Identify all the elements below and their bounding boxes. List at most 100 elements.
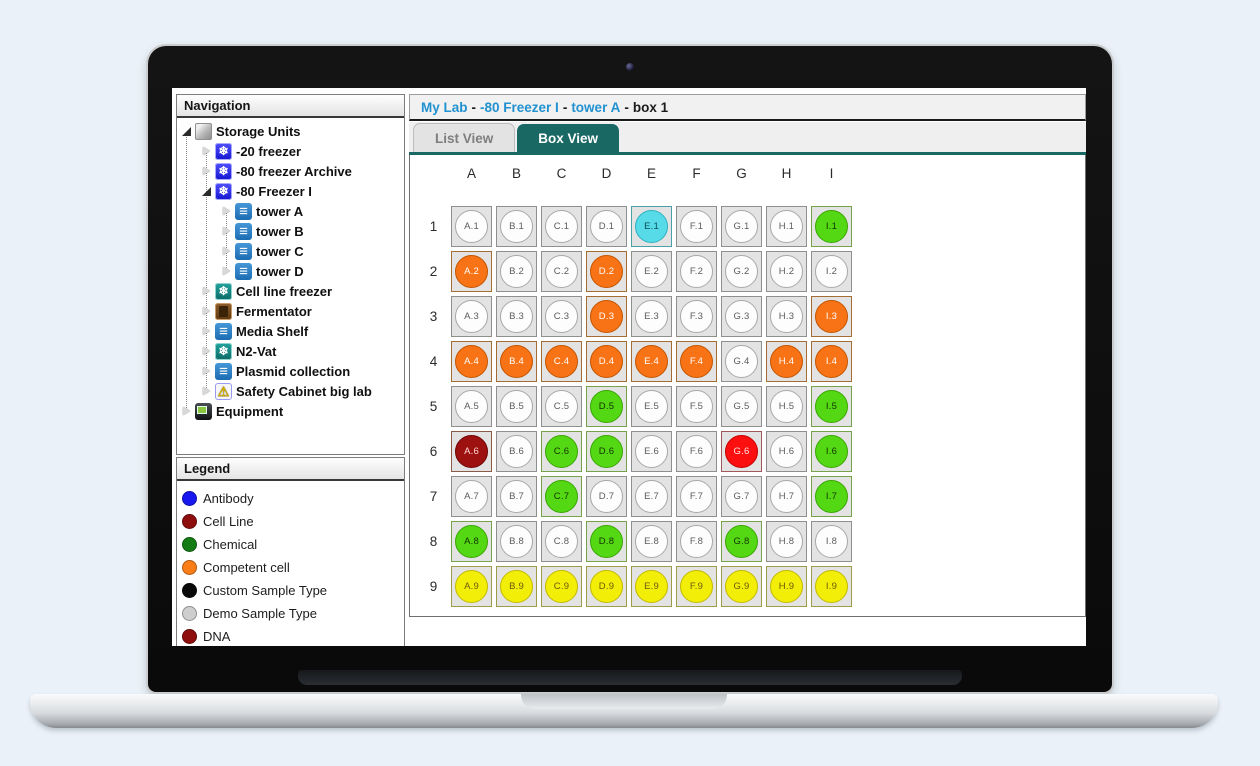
well-circle-a-6[interactable]: A.6 <box>455 435 488 468</box>
well-a-1[interactable]: A.1 <box>451 206 492 247</box>
well-b-3[interactable]: B.3 <box>496 296 537 337</box>
collapsed-expander-icon[interactable] <box>201 145 214 158</box>
well-circle-h-7[interactable]: H.7 <box>770 480 803 513</box>
well-e-5[interactable]: E.5 <box>631 386 672 427</box>
well-c-9[interactable]: C.9 <box>541 566 582 607</box>
well-d-6[interactable]: D.6 <box>586 431 627 472</box>
well-circle-h-9[interactable]: H.9 <box>770 570 803 603</box>
well-circle-e-8[interactable]: E.8 <box>635 525 668 558</box>
collapsed-expander-icon[interactable] <box>181 405 194 418</box>
well-a-7[interactable]: A.7 <box>451 476 492 517</box>
well-c-2[interactable]: C.2 <box>541 251 582 292</box>
tree-item-plasmid-collection[interactable]: ≡ Plasmid collection <box>177 361 404 381</box>
well-h-9[interactable]: H.9 <box>766 566 807 607</box>
well-circle-c-9[interactable]: C.9 <box>545 570 578 603</box>
well-circle-c-4[interactable]: C.4 <box>545 345 578 378</box>
well-circle-c-5[interactable]: C.5 <box>545 390 578 423</box>
well-f-7[interactable]: F.7 <box>676 476 717 517</box>
well-g-8[interactable]: G.8 <box>721 521 762 562</box>
well-f-8[interactable]: F.8 <box>676 521 717 562</box>
well-h-5[interactable]: H.5 <box>766 386 807 427</box>
tree-item-tower-a[interactable]: ≡ tower A <box>177 201 404 221</box>
well-f-5[interactable]: F.5 <box>676 386 717 427</box>
well-circle-i-5[interactable]: I.5 <box>815 390 848 423</box>
well-circle-d-1[interactable]: D.1 <box>590 210 623 243</box>
well-b-9[interactable]: B.9 <box>496 566 537 607</box>
well-circle-i-2[interactable]: I.2 <box>815 255 848 288</box>
well-circle-a-5[interactable]: A.5 <box>455 390 488 423</box>
expanded-expander-icon[interactable] <box>181 125 194 138</box>
well-e-6[interactable]: E.6 <box>631 431 672 472</box>
well-c-3[interactable]: C.3 <box>541 296 582 337</box>
well-circle-f-4[interactable]: F.4 <box>680 345 713 378</box>
well-circle-a-8[interactable]: A.8 <box>455 525 488 558</box>
well-circle-a-1[interactable]: A.1 <box>455 210 488 243</box>
well-e-9[interactable]: E.9 <box>631 566 672 607</box>
collapsed-expander-icon[interactable] <box>201 285 214 298</box>
well-d-1[interactable]: D.1 <box>586 206 627 247</box>
tree-item-cell-line-freezer[interactable]: ❄ Cell line freezer <box>177 281 404 301</box>
well-circle-i-6[interactable]: I.6 <box>815 435 848 468</box>
well-h-8[interactable]: H.8 <box>766 521 807 562</box>
tree-item-n2-vat[interactable]: ❄ N2-Vat <box>177 341 404 361</box>
well-h-7[interactable]: H.7 <box>766 476 807 517</box>
well-circle-i-8[interactable]: I.8 <box>815 525 848 558</box>
well-circle-c-1[interactable]: C.1 <box>545 210 578 243</box>
tab-list-view[interactable]: List View <box>413 123 516 152</box>
well-circle-h-2[interactable]: H.2 <box>770 255 803 288</box>
breadcrumb-tower-a[interactable]: tower A <box>571 99 621 115</box>
well-g-2[interactable]: G.2 <box>721 251 762 292</box>
well-h-2[interactable]: H.2 <box>766 251 807 292</box>
well-circle-i-3[interactable]: I.3 <box>815 300 848 333</box>
well-e-1[interactable]: E.1 <box>631 206 672 247</box>
tree-item-storage-units[interactable]: Storage Units <box>177 121 404 141</box>
collapsed-expander-icon[interactable] <box>221 265 234 278</box>
well-circle-e-5[interactable]: E.5 <box>635 390 668 423</box>
well-b-2[interactable]: B.2 <box>496 251 537 292</box>
well-circle-g-8[interactable]: G.8 <box>725 525 758 558</box>
well-a-3[interactable]: A.3 <box>451 296 492 337</box>
well-a-6[interactable]: A.6 <box>451 431 492 472</box>
well-d-8[interactable]: D.8 <box>586 521 627 562</box>
well-i-6[interactable]: I.6 <box>811 431 852 472</box>
well-i-1[interactable]: I.1 <box>811 206 852 247</box>
well-circle-d-2[interactable]: D.2 <box>590 255 623 288</box>
collapsed-expander-icon[interactable] <box>201 305 214 318</box>
well-circle-a-4[interactable]: A.4 <box>455 345 488 378</box>
well-e-4[interactable]: E.4 <box>631 341 672 382</box>
well-a-8[interactable]: A.8 <box>451 521 492 562</box>
well-circle-b-8[interactable]: B.8 <box>500 525 533 558</box>
well-f-6[interactable]: F.6 <box>676 431 717 472</box>
tree-item-tower-d[interactable]: ≡ tower D <box>177 261 404 281</box>
well-circle-g-7[interactable]: G.7 <box>725 480 758 513</box>
well-circle-b-1[interactable]: B.1 <box>500 210 533 243</box>
well-e-7[interactable]: E.7 <box>631 476 672 517</box>
well-circle-d-7[interactable]: D.7 <box>590 480 623 513</box>
well-circle-b-9[interactable]: B.9 <box>500 570 533 603</box>
well-d-9[interactable]: D.9 <box>586 566 627 607</box>
well-a-4[interactable]: A.4 <box>451 341 492 382</box>
tree-item-media-shelf[interactable]: ≡ Media Shelf <box>177 321 404 341</box>
well-circle-b-7[interactable]: B.7 <box>500 480 533 513</box>
well-f-1[interactable]: F.1 <box>676 206 717 247</box>
well-d-5[interactable]: D.5 <box>586 386 627 427</box>
well-circle-h-8[interactable]: H.8 <box>770 525 803 558</box>
well-circle-f-8[interactable]: F.8 <box>680 525 713 558</box>
well-circle-f-2[interactable]: F.2 <box>680 255 713 288</box>
well-circle-a-2[interactable]: A.2 <box>455 255 488 288</box>
well-a-9[interactable]: A.9 <box>451 566 492 607</box>
well-circle-i-1[interactable]: I.1 <box>815 210 848 243</box>
well-d-7[interactable]: D.7 <box>586 476 627 517</box>
well-circle-h-4[interactable]: H.4 <box>770 345 803 378</box>
well-g-6[interactable]: G.6 <box>721 431 762 472</box>
well-b-6[interactable]: B.6 <box>496 431 537 472</box>
well-circle-f-7[interactable]: F.7 <box>680 480 713 513</box>
tree-item-fermentator[interactable]: Fermentator <box>177 301 404 321</box>
well-circle-d-4[interactable]: D.4 <box>590 345 623 378</box>
well-circle-e-2[interactable]: E.2 <box>635 255 668 288</box>
well-h-1[interactable]: H.1 <box>766 206 807 247</box>
well-g-1[interactable]: G.1 <box>721 206 762 247</box>
well-circle-e-7[interactable]: E.7 <box>635 480 668 513</box>
well-b-7[interactable]: B.7 <box>496 476 537 517</box>
well-circle-a-7[interactable]: A.7 <box>455 480 488 513</box>
